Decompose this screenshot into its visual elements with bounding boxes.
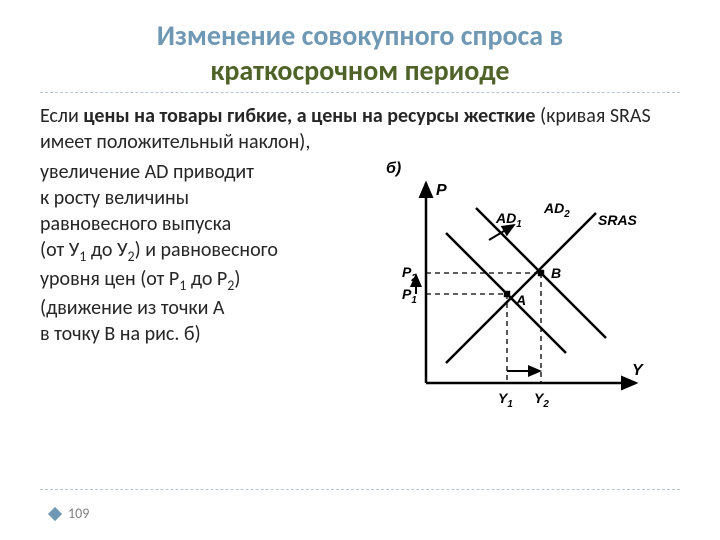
intro-bold: цены на товары гибкие, а цены на ресурсы…	[83, 104, 535, 128]
text-column: увеличение AD приводит к росту величины …	[40, 159, 366, 347]
svg-text:A: A	[515, 292, 526, 308]
svg-text:P1: P1	[402, 286, 417, 306]
title-line-2: краткосрочном периоде	[211, 53, 510, 88]
svg-text:P: P	[436, 182, 447, 199]
intro-prefix: Если	[40, 104, 83, 128]
page-number: 109	[68, 505, 89, 522]
svg-text:B: B	[551, 265, 561, 281]
p-l2: к росту величины	[40, 186, 189, 210]
footer: 109	[50, 505, 89, 522]
p-l4s2: 2	[128, 248, 135, 265]
p-l5a: уровня цен (от Р	[40, 267, 179, 291]
body: Если цены на товары гибкие, а цены на ре…	[40, 103, 680, 439]
p-l1: увеличение AD приводит	[40, 160, 254, 184]
p-l6: (движение из точки А	[40, 296, 225, 320]
p-l4c: ) и равновесного	[135, 238, 278, 262]
p-l4b: до У	[86, 238, 127, 262]
slide-title: Изменение совокупного спроса в краткосро…	[40, 18, 680, 88]
svg-text:AD2: AD2	[543, 200, 570, 220]
p-l5b: до Р	[186, 267, 227, 291]
svg-text:б): б)	[386, 160, 401, 177]
two-column-row: увеличение AD приводит к росту величины …	[40, 159, 680, 439]
footer-divider	[40, 489, 680, 490]
slide: Изменение совокупного спроса в краткосро…	[0, 0, 720, 540]
ad-sras-diagram: б)PYSRASAD1AD2ABP1P2Y1Y2	[366, 153, 666, 423]
title-divider	[40, 92, 680, 93]
title-line-1: Изменение совокупного спроса в	[157, 18, 564, 53]
footer-bullet-icon	[48, 506, 62, 520]
intro-paragraph: Если цены на товары гибкие, а цены на ре…	[40, 103, 680, 155]
p-l7: в точку В на рис. б)	[40, 322, 201, 346]
svg-text:AD1: AD1	[495, 210, 522, 230]
svg-text:Y1: Y1	[498, 390, 513, 410]
p-l4a: (от У	[40, 238, 79, 262]
diagram-column: б)PYSRASAD1AD2ABP1P2Y1Y2	[366, 159, 680, 439]
svg-text:SRAS: SRAS	[598, 212, 638, 228]
p-l3: равновесного выпуска	[40, 212, 231, 236]
svg-text:Y2: Y2	[534, 390, 549, 410]
svg-text:Y: Y	[632, 362, 644, 379]
p-l5c: )	[234, 267, 240, 291]
